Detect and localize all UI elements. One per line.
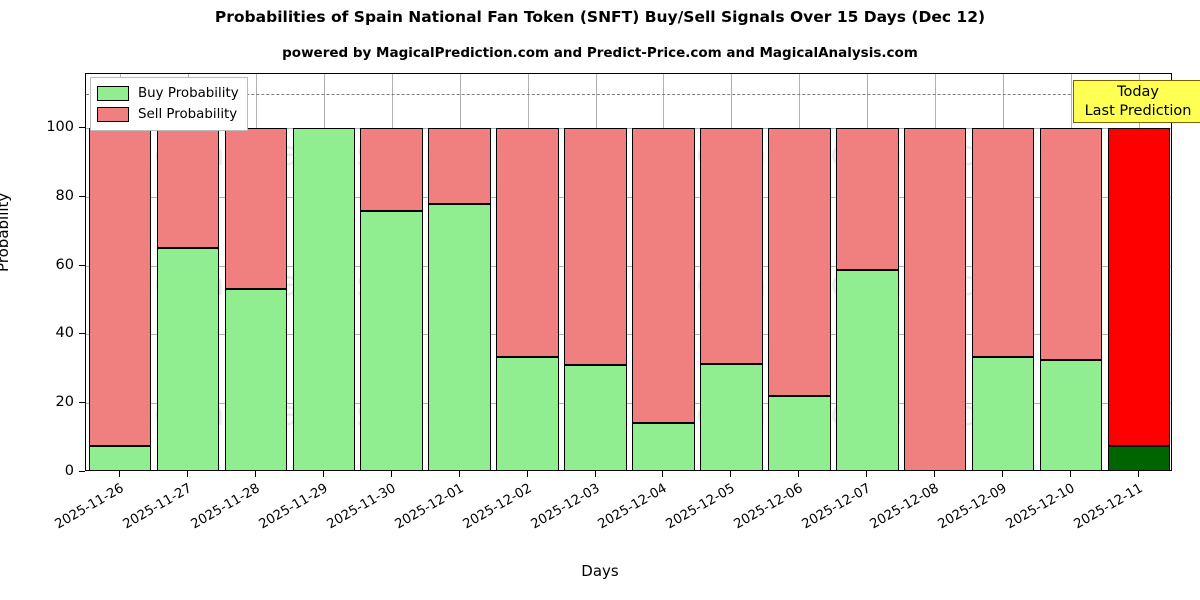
- chart-title: Probabilities of Spain National Fan Toke…: [214, 8, 986, 26]
- y-axis-tick-label: 40: [55, 325, 74, 342]
- bar-segment-sell: [564, 128, 627, 366]
- gridline-horizontal: [86, 196, 1171, 198]
- bar-stack: [156, 128, 220, 470]
- legend: Buy Probability Sell Probability: [90, 77, 248, 131]
- bar-stack: [428, 128, 491, 470]
- bar-segment-sell: [903, 128, 967, 470]
- bar-stack: [564, 128, 627, 470]
- y-axis-tick: [79, 195, 85, 197]
- bar-segment-sell: [156, 128, 220, 249]
- x-axis-tick: [730, 471, 731, 477]
- gridline-horizontal: [86, 334, 1171, 336]
- bar-segment-sell: [224, 128, 288, 289]
- bar-segment-buy: [1107, 446, 1171, 470]
- bar-stack: [292, 128, 356, 470]
- bar-stack: [1107, 128, 1171, 470]
- bar-stack: [632, 128, 695, 470]
- x-axis-tick: [391, 471, 392, 477]
- bar-segment-buy: [224, 288, 288, 470]
- x-axis-tick: [595, 471, 596, 477]
- legend-item-buy: Buy Probability: [97, 83, 239, 104]
- y-axis-tick: [79, 127, 85, 128]
- bar-segment-buy: [360, 210, 423, 470]
- legend-item-sell: Sell Probability: [97, 104, 239, 125]
- x-axis-tick: [662, 471, 663, 477]
- y-axis-tick-label: 80: [55, 187, 74, 204]
- bar-segment-buy: [496, 357, 559, 470]
- bar-segment-sell: [88, 128, 152, 447]
- bar-segment-sell: [428, 128, 491, 205]
- x-axis-tick: [459, 471, 460, 477]
- bar-segment-sell: [360, 128, 423, 211]
- bar-segment-sell: [632, 128, 695, 423]
- gridline-horizontal: [86, 265, 1171, 267]
- x-axis-tick: [1138, 471, 1139, 477]
- x-axis-tick: [1070, 471, 1071, 477]
- y-axis-tick-label: 20: [55, 394, 74, 411]
- x-axis-tick: [798, 471, 799, 477]
- bar-segment-buy: [700, 363, 763, 470]
- bar-segment-buy: [971, 356, 1035, 470]
- y-axis-tick: [79, 471, 85, 472]
- chart-subtitle: powered by MagicalPrediction.com and Pre…: [282, 45, 918, 61]
- bar-stack: [360, 128, 423, 470]
- bar-segment-buy: [292, 128, 356, 470]
- bar-stack: [88, 128, 152, 470]
- bar-segment-sell: [768, 128, 831, 396]
- x-axis-tick: [255, 471, 256, 477]
- y-axis-tick: [79, 264, 85, 266]
- plot-inner: MagicalAnalysis.comMagicalPrediction.com…: [86, 74, 1171, 470]
- bar-stack: [768, 128, 831, 470]
- y-axis-tick-label: 60: [55, 256, 74, 273]
- gridline-horizontal: [86, 403, 1171, 405]
- x-axis-tick: [187, 471, 188, 477]
- legend-label-sell: Sell Probability: [138, 107, 238, 122]
- bar-segment-sell: [836, 128, 899, 271]
- bar-stack: [1039, 128, 1103, 470]
- bar-segment-buy: [836, 270, 899, 470]
- today-line-1: Today: [1117, 84, 1159, 100]
- y-axis-tick-label: 0: [64, 463, 74, 479]
- bar-segment-buy: [768, 395, 831, 470]
- x-axis-tick: [119, 471, 120, 477]
- bar-segment-buy: [564, 365, 627, 470]
- x-axis-tick: [866, 471, 867, 477]
- bar-segment-buy: [1039, 359, 1103, 470]
- bar-stack: [700, 128, 763, 470]
- legend-label-buy: Buy Probability: [138, 86, 239, 101]
- bar-segment-buy: [632, 422, 695, 470]
- bar-stack: [903, 128, 967, 470]
- x-axis-tick: [934, 471, 935, 477]
- bar-stack: [224, 128, 288, 470]
- y-axis-tick-label: 100: [46, 119, 74, 135]
- bar-segment-sell: [700, 128, 763, 364]
- bar-stack: [836, 128, 899, 470]
- x-axis-tick: [1002, 471, 1003, 477]
- bar-segment-buy: [88, 446, 152, 470]
- today-annotation: Today Last Prediction: [1073, 80, 1200, 124]
- bar-segment-sell: [971, 128, 1035, 357]
- today-line-2: Last Prediction: [1084, 102, 1192, 119]
- x-axis-tick-label: 2025-11-26: [52, 481, 127, 533]
- bar-stack: [971, 128, 1035, 470]
- y-axis-tick: [79, 333, 85, 335]
- reference-line: [86, 93, 1171, 95]
- plot-area: MagicalAnalysis.comMagicalPrediction.com…: [85, 73, 1172, 471]
- legend-swatch-sell: [97, 107, 129, 122]
- bar-segment-sell: [1107, 128, 1171, 447]
- x-axis-tick: [323, 471, 324, 477]
- y-axis-tick: [79, 402, 85, 404]
- bar-stack: [496, 128, 559, 470]
- x-axis-label: Days: [581, 562, 619, 580]
- y-axis-label: Probability: [0, 192, 12, 272]
- x-axis-tick: [527, 471, 528, 477]
- bar-segment-sell: [496, 128, 559, 358]
- bar-segment-buy: [428, 204, 491, 470]
- bar-segment-sell: [1039, 128, 1103, 360]
- legend-swatch-buy: [97, 86, 129, 101]
- gridline-horizontal: [86, 128, 1171, 129]
- bar-segment-buy: [156, 248, 220, 470]
